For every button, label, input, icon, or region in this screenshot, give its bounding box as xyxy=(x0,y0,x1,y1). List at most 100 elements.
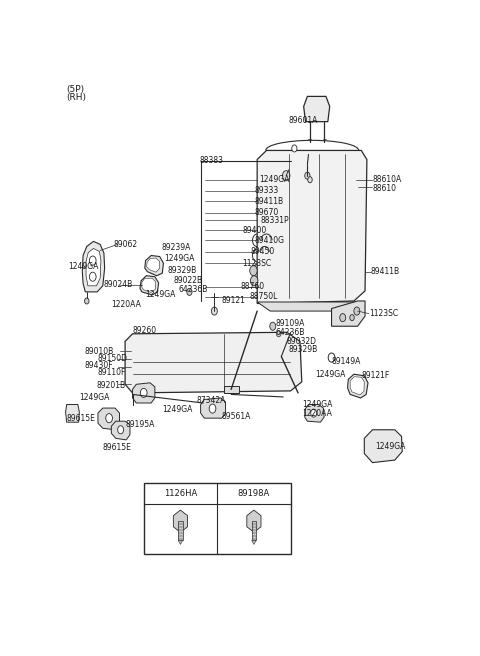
Text: 88383: 88383 xyxy=(200,156,224,165)
Circle shape xyxy=(270,322,276,330)
Text: 89329B: 89329B xyxy=(289,346,318,354)
Text: 89121: 89121 xyxy=(222,297,246,306)
Text: 89411B: 89411B xyxy=(255,197,284,206)
Text: 1249GA: 1249GA xyxy=(145,291,175,299)
Circle shape xyxy=(140,388,147,398)
Polygon shape xyxy=(145,255,163,276)
Text: 1126HA: 1126HA xyxy=(164,489,197,497)
Bar xyxy=(178,522,183,541)
Circle shape xyxy=(311,409,317,417)
Text: 89260: 89260 xyxy=(132,326,156,335)
Circle shape xyxy=(89,256,96,265)
Text: 89062: 89062 xyxy=(114,240,138,249)
Circle shape xyxy=(209,404,216,413)
Circle shape xyxy=(84,298,89,304)
Text: 1249GA: 1249GA xyxy=(68,262,98,271)
Text: 88331P: 88331P xyxy=(261,216,289,224)
Text: 89198A: 89198A xyxy=(238,489,270,497)
Text: 89032D: 89032D xyxy=(287,337,317,346)
Text: (RH): (RH) xyxy=(67,93,87,102)
Polygon shape xyxy=(350,377,364,395)
Polygon shape xyxy=(142,278,156,293)
Text: 1249GA: 1249GA xyxy=(259,175,289,184)
Text: 89601A: 89601A xyxy=(289,115,318,125)
Text: 89150D: 89150D xyxy=(97,354,127,363)
Polygon shape xyxy=(224,386,239,393)
Polygon shape xyxy=(305,405,324,422)
Text: 89195A: 89195A xyxy=(125,420,155,429)
Text: 1249GA: 1249GA xyxy=(164,253,194,262)
Polygon shape xyxy=(332,301,365,326)
Polygon shape xyxy=(252,541,256,544)
Circle shape xyxy=(106,414,112,422)
Text: 89561A: 89561A xyxy=(222,412,251,420)
Text: 1220AA: 1220AA xyxy=(111,300,141,309)
Polygon shape xyxy=(83,241,105,292)
Text: 88610A: 88610A xyxy=(372,175,402,184)
Polygon shape xyxy=(132,383,155,403)
Text: 89329B: 89329B xyxy=(168,266,197,275)
Text: 89615E: 89615E xyxy=(103,443,132,452)
Circle shape xyxy=(118,426,124,434)
Text: 1249GA: 1249GA xyxy=(79,394,110,402)
Circle shape xyxy=(305,172,310,179)
Polygon shape xyxy=(247,510,261,532)
Polygon shape xyxy=(66,405,79,422)
Circle shape xyxy=(350,315,354,321)
Text: 89109A: 89109A xyxy=(276,319,305,328)
Polygon shape xyxy=(257,302,358,311)
Circle shape xyxy=(354,307,360,315)
Text: 1123SC: 1123SC xyxy=(369,309,398,318)
Text: 89410G: 89410G xyxy=(255,236,285,245)
Text: 89239A: 89239A xyxy=(161,243,191,253)
Text: (5P): (5P) xyxy=(67,85,85,94)
Circle shape xyxy=(187,289,192,295)
Text: 1249GA: 1249GA xyxy=(162,405,192,414)
Text: 89149A: 89149A xyxy=(332,357,361,366)
Text: 89430F: 89430F xyxy=(84,361,113,370)
Polygon shape xyxy=(257,150,367,304)
Polygon shape xyxy=(86,249,101,286)
Text: 1123SC: 1123SC xyxy=(242,258,271,268)
Text: 1220AA: 1220AA xyxy=(302,409,333,418)
Text: 89450: 89450 xyxy=(251,247,275,256)
Circle shape xyxy=(276,331,281,337)
Text: 89333: 89333 xyxy=(255,186,279,195)
Circle shape xyxy=(328,353,335,362)
Text: 89110F: 89110F xyxy=(97,368,126,377)
Text: 88760: 88760 xyxy=(240,282,264,291)
Text: 89411B: 89411B xyxy=(371,267,400,276)
Polygon shape xyxy=(140,276,158,295)
Circle shape xyxy=(251,276,258,286)
Text: 1249GA: 1249GA xyxy=(375,442,406,451)
Circle shape xyxy=(211,307,217,315)
Text: 89201B: 89201B xyxy=(96,381,126,390)
Polygon shape xyxy=(173,510,188,532)
Polygon shape xyxy=(304,96,330,121)
Circle shape xyxy=(308,176,312,183)
Text: 87342A: 87342A xyxy=(197,396,226,405)
Polygon shape xyxy=(348,374,368,398)
Text: 89024B: 89024B xyxy=(104,280,133,289)
Polygon shape xyxy=(98,408,120,430)
Circle shape xyxy=(292,145,297,152)
Text: 89022B: 89022B xyxy=(173,276,203,285)
Text: 1249GA: 1249GA xyxy=(302,400,333,409)
Text: 89670: 89670 xyxy=(255,208,279,217)
Polygon shape xyxy=(125,333,302,393)
Circle shape xyxy=(282,171,290,181)
Circle shape xyxy=(340,314,346,321)
Text: 89400: 89400 xyxy=(242,226,266,235)
Text: 64236B: 64236B xyxy=(276,328,305,337)
Polygon shape xyxy=(147,258,160,272)
Text: 89615E: 89615E xyxy=(66,414,95,422)
Text: 1249GA: 1249GA xyxy=(315,370,345,379)
Text: 89010B: 89010B xyxy=(84,347,113,356)
Text: 64236B: 64236B xyxy=(178,285,208,295)
Bar xyxy=(252,522,256,541)
Text: 89121F: 89121F xyxy=(361,371,390,380)
Text: 88610: 88610 xyxy=(372,184,396,193)
Polygon shape xyxy=(111,421,130,440)
Circle shape xyxy=(89,272,96,281)
Polygon shape xyxy=(364,430,402,462)
